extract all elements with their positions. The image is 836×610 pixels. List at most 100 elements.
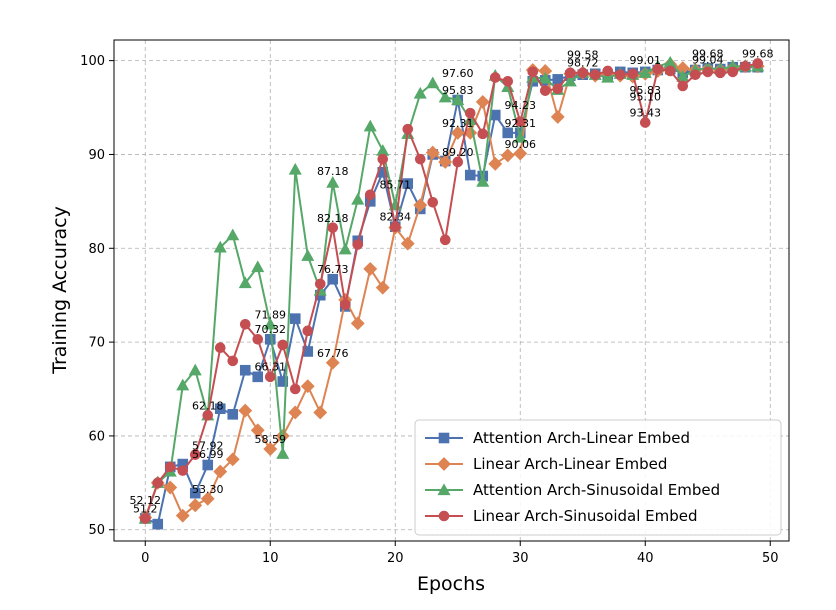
data-point <box>351 192 365 205</box>
data-point <box>227 409 239 420</box>
data-point <box>238 403 253 418</box>
data-point <box>327 222 339 233</box>
data-point <box>238 276 252 289</box>
y-tick-label: 90 <box>88 148 105 163</box>
data-point <box>477 128 489 140</box>
data-label: 89.20 <box>442 146 474 159</box>
data-point <box>263 317 277 330</box>
data-point <box>225 452 240 467</box>
data-point <box>214 403 226 415</box>
data-point <box>664 65 676 77</box>
data-point <box>302 325 314 337</box>
data-point <box>227 355 239 367</box>
series-linear-arch-sinusoidal-embed <box>139 58 764 524</box>
x-tick-label: 20 <box>387 551 404 566</box>
data-point <box>564 67 576 79</box>
data-point <box>251 260 265 273</box>
data-point <box>425 145 440 160</box>
data-point <box>313 405 328 420</box>
data-point <box>451 93 465 106</box>
y-tick-label: 60 <box>88 429 105 444</box>
data-point <box>427 197 439 208</box>
data-point <box>350 316 365 331</box>
data-point <box>200 491 215 506</box>
data-label: 95.10 <box>630 91 662 104</box>
data-point <box>414 153 426 165</box>
data-point <box>189 487 201 499</box>
data-point <box>189 449 201 460</box>
data-point <box>364 189 376 201</box>
data-point <box>177 465 189 476</box>
data-point <box>188 498 203 513</box>
data-point <box>363 261 378 276</box>
data-label: 87.18 <box>317 165 349 178</box>
data-point <box>476 175 490 187</box>
data-label: 99.01 <box>630 54 662 67</box>
data-point <box>714 67 726 79</box>
data-label: 99.58 <box>567 49 599 62</box>
y-tick-label: 80 <box>88 242 105 257</box>
data-point <box>502 127 514 139</box>
data-point <box>739 60 751 72</box>
data-point <box>601 70 615 83</box>
data-point <box>402 123 414 135</box>
legend-label: Linear Arch-Linear Embed <box>473 455 667 473</box>
data-point <box>326 175 340 188</box>
series-layer <box>138 55 765 530</box>
data-label: 67.76 <box>317 347 349 360</box>
data-point <box>438 90 452 103</box>
data-point <box>413 86 427 99</box>
data-point <box>464 107 476 119</box>
data-point <box>639 117 651 128</box>
legend-marker <box>438 510 450 522</box>
data-label: 85.71 <box>380 179 412 192</box>
data-point <box>300 379 315 394</box>
data-point <box>263 442 278 456</box>
data-point <box>450 125 465 140</box>
data-point <box>301 249 315 261</box>
legend-label: Linear Arch-Sinusoidal Embed <box>473 507 698 525</box>
data-point <box>288 405 303 420</box>
data-point <box>426 76 440 89</box>
data-point <box>413 198 428 213</box>
data-point <box>389 221 401 233</box>
data-point <box>514 116 526 127</box>
y-axis-title: Training Accuracy <box>49 206 71 375</box>
data-point <box>202 459 214 471</box>
legend-marker <box>437 457 451 471</box>
data-point <box>438 155 453 169</box>
legend-marker <box>437 483 451 496</box>
data-point <box>226 228 240 241</box>
data-point <box>175 508 190 523</box>
data-label: 76.73 <box>317 263 349 276</box>
data-point <box>375 280 390 295</box>
data-point <box>538 71 552 84</box>
data-point <box>288 162 302 175</box>
data-point <box>550 110 565 124</box>
legend-label: Attention Arch-Sinusoidal Embed <box>473 481 720 499</box>
data-point <box>500 148 515 163</box>
data-point <box>589 69 601 81</box>
data-point <box>252 371 264 383</box>
data-point <box>527 66 539 78</box>
data-point <box>202 409 214 421</box>
data-point <box>176 378 190 391</box>
y-tick-label: 70 <box>88 336 105 351</box>
data-point <box>214 342 226 354</box>
data-label: 82.18 <box>317 212 349 225</box>
x-tick-label: 30 <box>512 551 529 566</box>
data-point <box>727 66 739 78</box>
legend-entry: Linear Arch-Sinusoidal Embed <box>425 507 698 525</box>
data-label: 99.68 <box>692 48 724 61</box>
data-point <box>652 63 664 75</box>
data-label: 92.31 <box>505 117 537 130</box>
data-point <box>552 83 564 95</box>
data-point <box>400 236 415 251</box>
legend-marker <box>438 432 450 444</box>
data-label: 57.92 <box>192 439 224 452</box>
data-point <box>213 464 228 479</box>
data-point <box>239 318 251 330</box>
data-label: 97.60 <box>442 67 474 80</box>
data-label: 92.31 <box>442 117 474 130</box>
data-point <box>452 156 464 168</box>
